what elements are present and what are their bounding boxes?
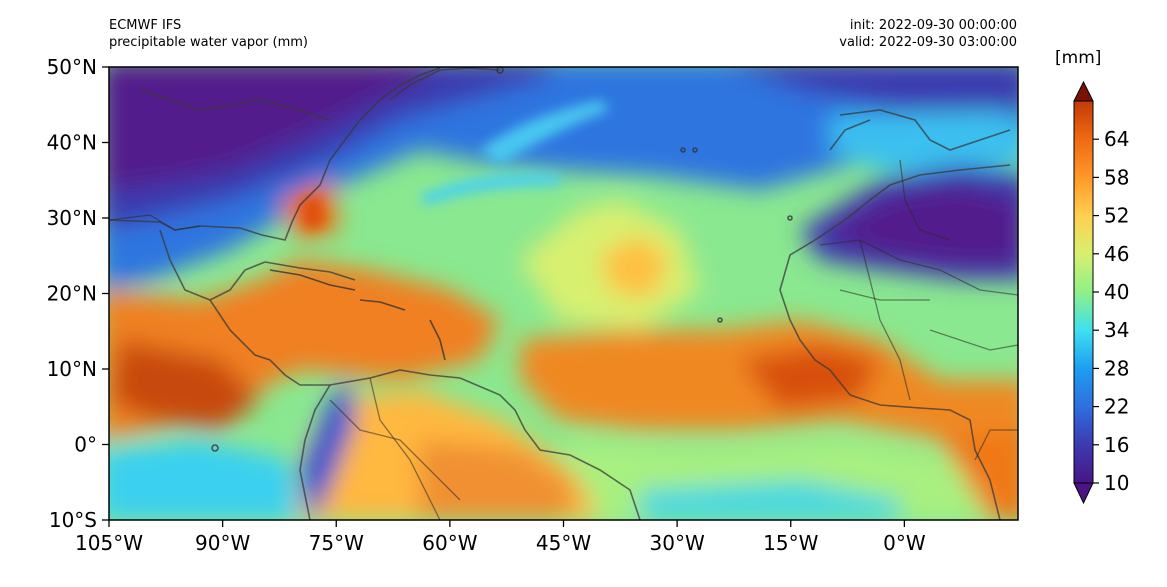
init-time: init: 2022-09-30 00:00:00 [849, 18, 1017, 33]
coastlines [109, 67, 1011, 520]
colorbar-tick-label: 40 [1104, 280, 1129, 304]
lon-tick-label: 90°W [195, 531, 250, 555]
lat-tick-label: 0° [74, 433, 97, 457]
colorbar-max-extension [1073, 80, 1094, 102]
colorbar-tick-label: 34 [1104, 318, 1129, 342]
field-title: precipitable water vapor (mm) [109, 35, 308, 50]
country-borders [109, 159, 1018, 520]
colorbar-unit: [mm] [1055, 48, 1102, 68]
lon-tick-label: 30°W [650, 531, 705, 555]
islands [211, 66, 793, 452]
colorbar-tick-label: 16 [1104, 433, 1129, 457]
lon-tick-label: 0°W [883, 531, 926, 555]
colorbar-tick-label: 22 [1104, 395, 1129, 419]
lat-tick-label: 20°N [47, 282, 97, 306]
colorbar-ticks: 10 16 22 28 34 40 46 52 58 64 [1093, 127, 1129, 495]
colorbar-ramp [1074, 101, 1093, 483]
lat-tick-label: 30°N [47, 206, 97, 230]
colorbar-tick-label: 64 [1104, 127, 1129, 151]
lon-tick-label: 105°W [75, 531, 143, 555]
lon-tick-label: 60°W [422, 531, 477, 555]
lat-tick-label: 10°N [47, 357, 97, 381]
lat-tick-label: 40°N [47, 131, 97, 155]
pwv-field [109, 67, 1018, 520]
lat-tick-label: 50°N [47, 55, 97, 79]
colorbar-min-extension [1073, 482, 1094, 505]
colorbar-tick-label: 58 [1104, 165, 1129, 189]
colorbar-tick-label: 28 [1104, 356, 1129, 380]
lat-tick-label: 10°S [49, 508, 97, 532]
lon-ticks: 105°W 90°W 75°W 60°W 45°W 30°W 15°W 0°W [75, 520, 926, 555]
lon-tick-label: 15°W [763, 531, 818, 555]
colorbar: 10 16 22 28 34 40 46 52 58 64 [1073, 80, 1129, 505]
lat-ticks: 50°N 40°N 30°N 20°N 10°N 0° 10°S [47, 55, 109, 532]
valid-time: valid: 2022-09-30 03:00:00 [839, 35, 1017, 50]
colorbar-tick-label: 52 [1104, 204, 1129, 228]
colorbar-tick-label: 46 [1104, 242, 1129, 266]
lon-tick-label: 45°W [536, 531, 591, 555]
model-title: ECMWF IFS [109, 18, 182, 33]
lon-tick-label: 75°W [309, 531, 364, 555]
colorbar-tick-label: 10 [1104, 471, 1129, 495]
